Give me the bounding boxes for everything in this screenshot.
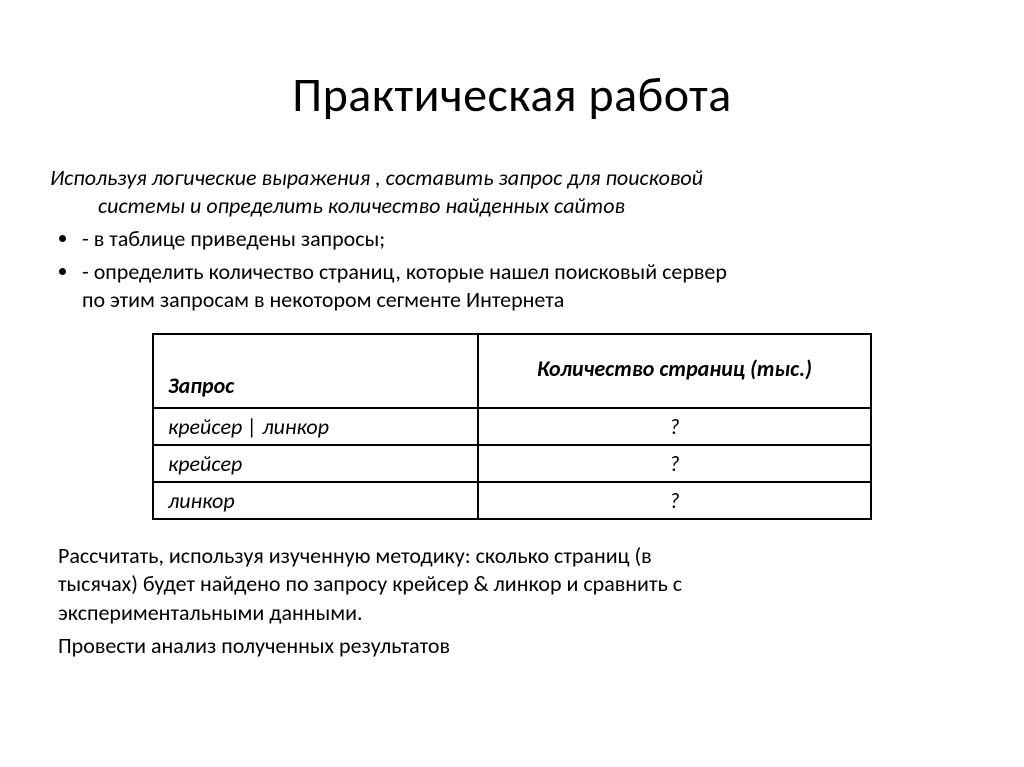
slide-container: Практическая работа Используя логические… (0, 0, 1024, 767)
footer-paragraph-1: Рассчитать, используя изученную методику… (58, 542, 974, 628)
bullet-item-2: - определить количество страниц, которые… (80, 258, 974, 315)
intro-text: Используя логические выражения , состави… (50, 164, 974, 219)
footer-p1-l2: тысячах) будет найдено по запросу крейсе… (58, 570, 682, 597)
table-row: крейсер | линкор ? (153, 408, 871, 445)
table-cell-query: линкор (153, 482, 478, 519)
table-header-row: Запрос Количество страниц (тыс.) (153, 334, 871, 408)
table-row: крейсер ? (153, 445, 871, 482)
query-table: Запрос Количество страниц (тыс.) крейсер… (152, 333, 872, 520)
intro-line-1: Используя логические выражения , состави… (50, 164, 703, 191)
bullet-item-1: - в таблице приведены запросы; (80, 225, 974, 254)
table-header-query: Запрос (153, 334, 478, 408)
table-cell-query: крейсер (153, 445, 478, 482)
table-cell-count: ? (478, 408, 871, 445)
table-row: линкор ? (153, 482, 871, 519)
page-title: Практическая работа (50, 65, 974, 124)
table-cell-query: крейсер | линкор (153, 408, 478, 445)
table-cell-count: ? (478, 482, 871, 519)
table-header-count: Количество страниц (тыс.) (478, 334, 871, 408)
bullet-item-2-line2: по этим запросам в некотором сегменте Ин… (82, 286, 564, 313)
footer-text: Рассчитать, используя изученную методику… (50, 542, 974, 660)
bullet-item-2-line1: - определить количество страниц, которые… (82, 258, 727, 285)
footer-p1-l3: экспериментальными данными. (58, 599, 363, 626)
footer-paragraph-2: Провести анализ полученных результатов (58, 632, 974, 661)
intro-line-2: системы и определить количество найденны… (50, 192, 974, 220)
footer-p1-l1: Рассчитать, используя изученную методику… (58, 542, 652, 569)
table-cell-count: ? (478, 445, 871, 482)
table-wrapper: Запрос Количество страниц (тыс.) крейсер… (50, 333, 974, 520)
bullet-list: - в таблице приведены запросы; - определ… (50, 225, 974, 315)
